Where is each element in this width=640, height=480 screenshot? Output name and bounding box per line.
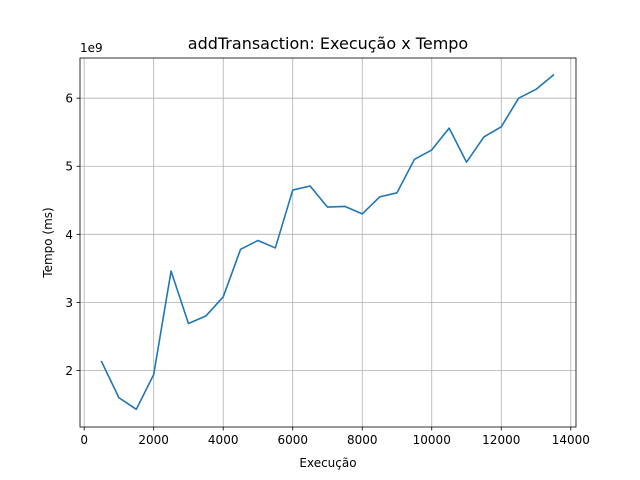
series-layer bbox=[100, 73, 555, 411]
y-tick-label: 6 bbox=[65, 92, 73, 106]
x-tick-label: 14000 bbox=[552, 433, 590, 447]
y-tick-label: 3 bbox=[65, 296, 73, 310]
grid bbox=[80, 58, 576, 427]
x-tick-label: 0 bbox=[80, 433, 88, 447]
x-tick-label: 2000 bbox=[138, 433, 169, 447]
plot-frame bbox=[79, 57, 577, 428]
series-line bbox=[100, 73, 555, 411]
y-tick-label: 5 bbox=[65, 160, 73, 174]
x-tick-label: 6000 bbox=[277, 433, 308, 447]
y-axis-offset-label: 1e9 bbox=[80, 41, 103, 55]
y-tick-label: 2 bbox=[65, 364, 73, 378]
x-tick-label: 8000 bbox=[347, 433, 378, 447]
y-axis-label: Tempo (ms) bbox=[41, 207, 55, 278]
chart-title: addTransaction: Execução x Tempo bbox=[188, 34, 468, 53]
x-tick-label: 4000 bbox=[208, 433, 239, 447]
x-tick-label: 12000 bbox=[482, 433, 520, 447]
x-axis-label: Execução bbox=[299, 456, 356, 470]
ticks: 0 2000 4000 6000 8000 10000 12000 14000 2 3 4 5 6 bbox=[65, 92, 590, 447]
x-tick-label: 10000 bbox=[413, 433, 451, 447]
y-tick-label: 4 bbox=[65, 228, 73, 242]
